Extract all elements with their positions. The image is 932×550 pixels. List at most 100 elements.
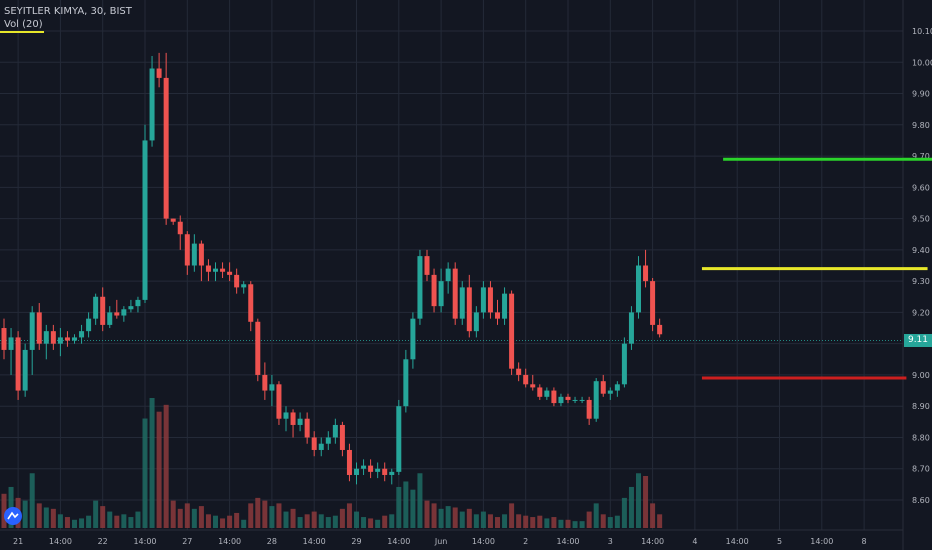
candle-body — [184, 234, 190, 266]
volume-bar — [234, 512, 240, 528]
candle-body — [15, 337, 21, 391]
volume-bar — [156, 411, 162, 528]
x-tick-label: 14:00 — [133, 537, 156, 546]
volume-bar — [600, 514, 606, 528]
candle-body — [424, 256, 430, 275]
x-tick-label: 14:00 — [49, 537, 72, 546]
candle-body — [8, 337, 14, 350]
x-tick-label: 14:00 — [387, 537, 410, 546]
y-tick-label: 10.00 — [912, 58, 932, 67]
volume-bar — [213, 515, 218, 528]
candle-body — [495, 312, 500, 319]
x-tick-label: 14:00 — [303, 537, 326, 546]
y-tick-label: 9.70 — [912, 152, 930, 161]
y-tick-label: 9.30 — [912, 277, 930, 286]
volume-bar — [593, 503, 599, 528]
volume-bar — [586, 511, 592, 528]
volume-indicator-label[interactable]: Vol (20) — [4, 19, 43, 30]
volume-bar — [410, 489, 416, 528]
volume-bar — [558, 519, 564, 528]
candle-body — [650, 281, 656, 325]
candle-body — [191, 243, 197, 266]
candle-body — [177, 221, 183, 235]
tradingview-logo-icon[interactable] — [4, 507, 22, 525]
volume-bar — [325, 517, 331, 528]
volume-bar — [128, 517, 134, 528]
volume-bar — [346, 503, 352, 528]
volume-bar — [149, 398, 155, 528]
candle-body — [297, 418, 303, 425]
volume-bar — [332, 515, 338, 528]
volume-bar — [389, 514, 395, 528]
candle-body — [480, 287, 486, 313]
volume-bar — [480, 511, 486, 528]
volume-bar — [403, 481, 409, 528]
volume-bar — [86, 515, 92, 528]
volume-bar — [43, 507, 49, 528]
candle-body — [368, 465, 374, 472]
candle-body — [537, 387, 543, 397]
candle-body — [600, 381, 606, 394]
volume-bar — [163, 404, 169, 528]
candle-body — [473, 312, 479, 332]
volume-bar — [530, 517, 536, 528]
candle-body — [346, 449, 352, 475]
volume-bar — [170, 500, 176, 528]
y-tick-label: 9.50 — [912, 215, 930, 224]
candle-body — [643, 265, 649, 282]
volume-bar — [64, 517, 70, 528]
candle-body — [50, 331, 56, 344]
volume-bar — [184, 503, 190, 528]
x-tick-label: 21 — [13, 537, 23, 546]
candle-body — [290, 412, 296, 425]
volume-bar — [248, 503, 254, 528]
volume-bar — [255, 497, 261, 528]
volume-bar — [417, 473, 423, 528]
candle-body — [438, 281, 444, 307]
volume-bar — [537, 515, 543, 528]
candle-body — [128, 306, 134, 310]
candle-body — [149, 68, 155, 141]
candle-body — [657, 324, 663, 335]
candle-body — [565, 396, 571, 400]
candle-body — [375, 468, 381, 472]
chart-legend: SEYITLER KIMYA, 30, BIST Vol (20) — [4, 5, 132, 31]
candle-body — [72, 337, 77, 341]
candle-body — [269, 384, 275, 391]
candle-body — [170, 218, 176, 222]
candle-body — [276, 384, 282, 419]
candle-body — [36, 312, 42, 344]
x-tick-label: 29 — [351, 537, 361, 546]
candle-body — [523, 374, 529, 385]
candle-body — [100, 296, 106, 325]
volume-bar — [368, 518, 374, 528]
y-tick-label: 9.60 — [912, 183, 930, 192]
volume-bar — [657, 514, 663, 528]
candle-body — [213, 268, 218, 272]
volume-bar — [614, 515, 620, 528]
volume-bar — [396, 486, 402, 528]
candle-body — [227, 271, 233, 275]
y-tick-label: 9.90 — [912, 90, 930, 99]
x-tick-label: 3 — [608, 537, 613, 546]
volume-bar — [431, 503, 437, 528]
candle-body — [389, 471, 395, 475]
candle-body — [572, 399, 578, 401]
candle-body — [79, 331, 85, 338]
x-tick-label: 22 — [98, 537, 108, 546]
candle-body — [248, 284, 254, 322]
volume-bar — [382, 515, 388, 528]
y-tick-label: 8.70 — [912, 465, 930, 474]
y-tick-label: 10.10 — [912, 27, 932, 36]
y-tick-label: 8.90 — [912, 402, 930, 411]
volume-bar — [579, 521, 585, 528]
volume-bar — [283, 511, 289, 528]
candle-body — [234, 274, 240, 288]
symbol-title[interactable]: SEYITLER KIMYA, 30, BIST — [4, 6, 132, 17]
volume-bar — [466, 508, 472, 528]
candle-body — [57, 337, 63, 344]
candle-body — [558, 396, 564, 404]
volume-bar — [607, 517, 613, 528]
